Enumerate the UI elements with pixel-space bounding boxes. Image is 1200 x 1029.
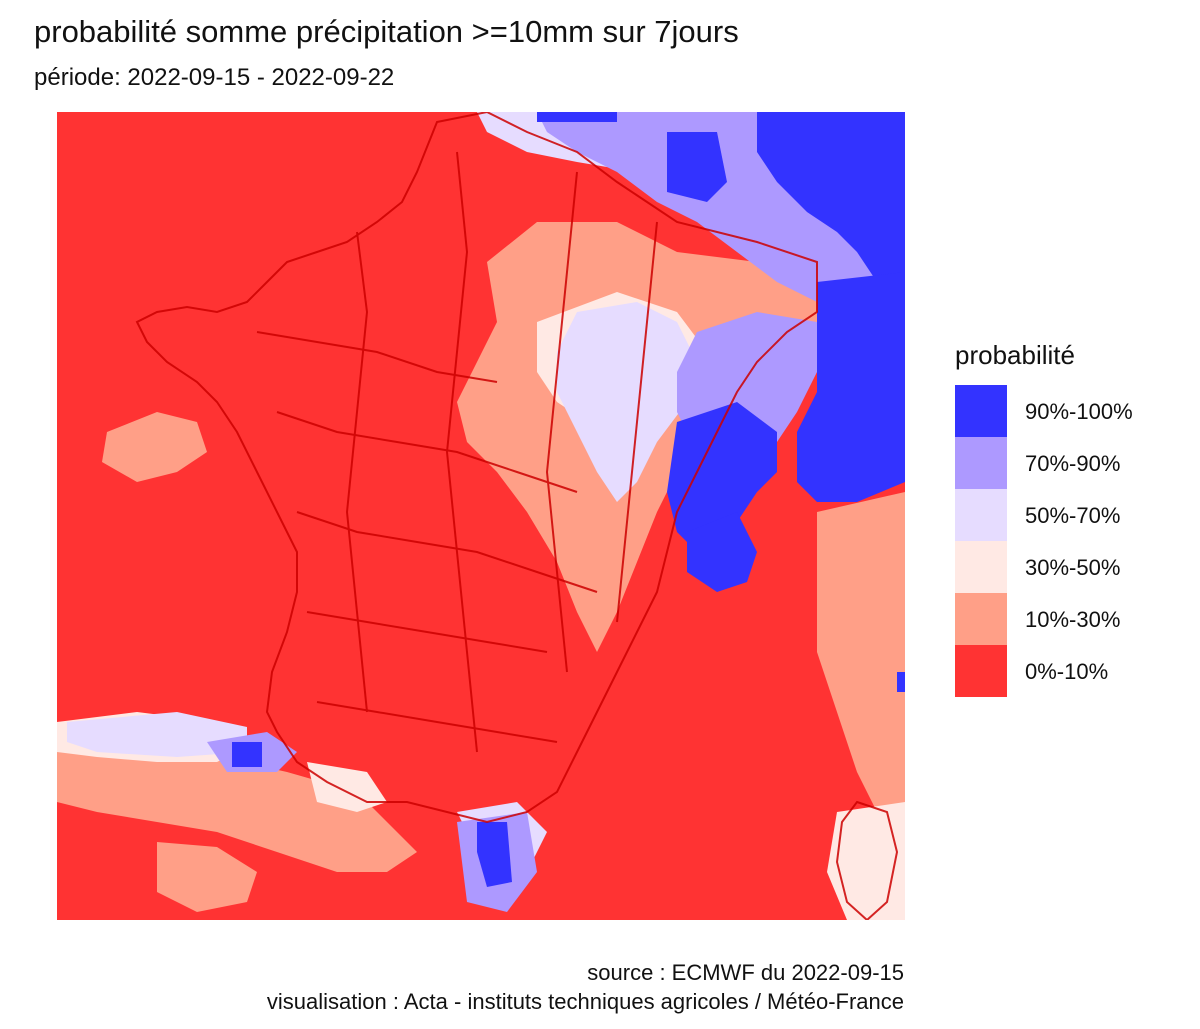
internal-border-4 — [306, 611, 548, 653]
legend-item-90-100: 90%-100% — [955, 385, 1133, 437]
class-90-100-areas — [232, 112, 905, 887]
area-strip-mid — [307, 762, 387, 812]
legend-item-30-50: 30%-50% — [955, 541, 1120, 593]
legend-key — [955, 385, 1007, 437]
legend-label: 70%-90% — [1025, 451, 1121, 476]
internal-border-8 — [545, 171, 578, 673]
legend-item-70-90: 70%-90% — [955, 437, 1120, 489]
legend-key — [955, 593, 1007, 645]
area-rhone-lower — [687, 512, 757, 592]
area-lorraine — [557, 302, 697, 502]
area-spain-1 — [57, 742, 417, 872]
caption-visualisation: visualisation : Acta - instituts techniq… — [266, 989, 904, 1014]
area-north-block — [667, 132, 727, 202]
legend-label: 30%-50% — [1025, 555, 1121, 580]
legend-key — [955, 489, 1007, 541]
legend-label: 90%-100% — [1025, 399, 1133, 424]
chart-title: probabilité somme précipitation >=10mm s… — [34, 14, 739, 49]
caption-source: source : ECMWF du 2022-09-15 — [587, 960, 904, 985]
area-south-corner — [897, 672, 905, 692]
legend: probabilité 90%-100% 70%-90% 50%-70% 30%… — [955, 340, 1133, 697]
internal-border-7 — [445, 151, 478, 753]
legend-label: 10%-30% — [1025, 607, 1121, 632]
legend-key — [955, 541, 1007, 593]
probability-map — [57, 112, 905, 920]
internal-border-5 — [316, 701, 558, 743]
internal-border-6 — [345, 231, 369, 713]
area-upper-rhone — [667, 402, 777, 552]
legend-label: 50%-70% — [1025, 503, 1121, 528]
legend-label: 0%-10% — [1025, 659, 1109, 684]
caption: source : ECMWF du 2022-09-15 visualisati… — [267, 958, 904, 1016]
area-east-alps — [797, 272, 905, 502]
legend-item-0-10: 0%-10% — [955, 645, 1108, 697]
area-corsica-band — [827, 802, 905, 920]
legend-item-10-30: 10%-30% — [955, 593, 1120, 645]
region-borders — [135, 112, 899, 920]
area-northeast-top — [757, 112, 905, 282]
legend-title: probabilité — [955, 340, 1075, 370]
internal-border-2 — [276, 411, 578, 493]
france-outline — [135, 112, 818, 824]
area-south-east — [817, 492, 905, 832]
legend-key — [955, 437, 1007, 489]
corsica-outline — [835, 800, 899, 920]
area-pyrenees-blue — [232, 742, 262, 767]
legend-item-50-70: 50%-70% — [955, 489, 1120, 541]
legend-key — [955, 645, 1007, 697]
map-panel — [57, 112, 905, 920]
area-spain-2 — [157, 842, 257, 912]
internal-border-3 — [296, 511, 598, 593]
chart-subtitle: période: 2022-09-15 - 2022-09-22 — [34, 64, 395, 91]
internal-border-1 — [256, 331, 498, 383]
area-south-blue — [477, 822, 512, 887]
area-atlantic — [102, 412, 207, 482]
area-blue-top — [537, 112, 617, 122]
area-pyrenees-light — [67, 712, 247, 757]
internal-border-9 — [616, 221, 658, 623]
